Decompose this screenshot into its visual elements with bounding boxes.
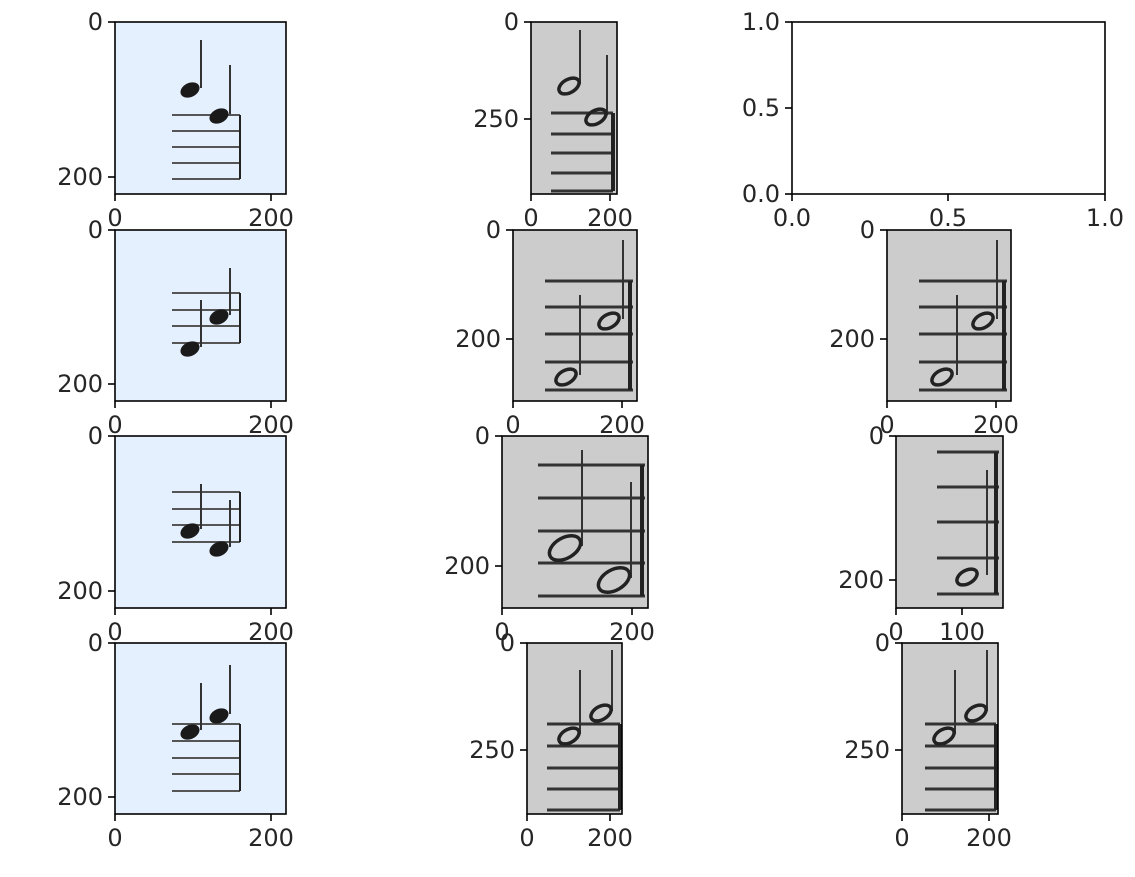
note-head [932, 726, 956, 746]
x-tick-label: 200 [587, 204, 633, 232]
axes-frame [901, 642, 999, 815]
y-tick-label: 0.5 [742, 94, 780, 122]
y-tick-label: 200 [444, 552, 490, 580]
note-head [180, 724, 200, 740]
x-tick-label: 0 [107, 411, 122, 439]
x-tick-label: 0 [107, 618, 122, 646]
note-head [589, 703, 613, 723]
axes-frame [501, 435, 649, 609]
x-tick-label: 0 [519, 824, 534, 852]
subplot-r1-c1: 0 200 0 200 [455, 216, 645, 439]
subplot-r0-c1: 0 200 0 250 [473, 8, 633, 232]
axes-frame [512, 229, 638, 402]
axes-frame [114, 642, 287, 815]
note-head [597, 311, 621, 331]
x-tick-label: 0 [888, 618, 903, 646]
axes-frame [114, 21, 287, 195]
note-head [209, 541, 229, 557]
y-tick-label: 0 [88, 629, 103, 657]
y-tick-label: 250 [469, 736, 515, 764]
y-tick-label: 1.0 [742, 8, 780, 36]
y-tick-label: 0 [88, 216, 103, 244]
note-head [554, 367, 578, 387]
x-tick-label: 200 [248, 204, 294, 232]
note-head [209, 108, 229, 124]
x-tick-label: 0 [894, 824, 909, 852]
x-tick-label: 200 [587, 824, 633, 852]
x-tick-label: 0 [505, 411, 520, 439]
y-tick-label: 200 [57, 577, 103, 605]
note-head [955, 567, 979, 587]
axes-frame [114, 435, 287, 609]
note-head [557, 76, 581, 96]
x-tick-label: 200 [248, 411, 294, 439]
subplot-r2-c1: 0 200 0 200 [444, 422, 655, 646]
x-tick-label: 200 [599, 411, 645, 439]
subplot-r3-c1: 0 200 0 250 [469, 629, 633, 852]
y-tick-label: 0 [88, 8, 103, 36]
x-tick-label: 200 [966, 824, 1012, 852]
note-head [547, 533, 583, 563]
axes-frame [114, 229, 287, 402]
axes-frame [526, 642, 623, 815]
y-tick-label: 0 [500, 629, 515, 657]
y-tick-label: 0 [860, 216, 875, 244]
y-tick-label: 200 [455, 325, 501, 353]
x-tick-label: 0 [107, 824, 122, 852]
subplot-r3-c2: 0 200 0 250 [844, 629, 1012, 852]
y-tick-label: 200 [829, 325, 875, 353]
x-tick-label: 200 [609, 618, 655, 646]
x-tick-label: 0 [879, 411, 894, 439]
note-head [180, 523, 200, 539]
subplot-r0-c2: 0.0 0.5 1.0 0.0 0.5 1.0 [742, 8, 1124, 232]
image-background [531, 22, 617, 194]
note-head [930, 367, 954, 387]
x-tick-label: 1.0 [1086, 204, 1124, 232]
note-head [209, 309, 229, 325]
x-tick-label: 200 [973, 411, 1019, 439]
y-tick-label: 0.0 [742, 180, 780, 208]
y-tick-label: 0 [88, 422, 103, 450]
note-head [971, 311, 995, 331]
x-tick-label: 0 [107, 204, 122, 232]
note-head [180, 82, 200, 98]
x-tick-label: 0.0 [773, 204, 811, 232]
x-tick-label: 0 [523, 204, 538, 232]
y-tick-label: 0 [875, 629, 890, 657]
y-tick-label: 200 [57, 370, 103, 398]
y-tick-label: 250 [473, 105, 519, 133]
axes-frame [886, 229, 1012, 402]
x-tick-label: 100 [939, 618, 985, 646]
y-tick-label: 250 [844, 736, 890, 764]
axes-frame [791, 21, 1106, 195]
y-tick-label: 200 [57, 163, 103, 191]
axes-frame [895, 435, 1004, 609]
x-tick-label: 0.5 [929, 204, 967, 232]
y-tick-label: 200 [838, 566, 884, 594]
x-tick-label: 200 [248, 618, 294, 646]
y-tick-label: 0 [486, 216, 501, 244]
x-tick-label: 0 [494, 618, 509, 646]
note-head [584, 107, 608, 127]
note-head [209, 708, 229, 724]
note-head [596, 565, 632, 595]
note-head [964, 703, 988, 723]
y-tick-label: 200 [57, 783, 103, 811]
note-head [180, 341, 200, 357]
y-tick-label: 0 [869, 422, 884, 450]
note-head [557, 726, 581, 746]
axes-frame [530, 21, 618, 195]
subplot-r1-c2: 0 200 0 200 [829, 216, 1019, 439]
y-tick-label: 0 [504, 8, 519, 36]
y-tick-label: 0 [475, 422, 490, 450]
x-tick-label: 200 [248, 824, 294, 852]
